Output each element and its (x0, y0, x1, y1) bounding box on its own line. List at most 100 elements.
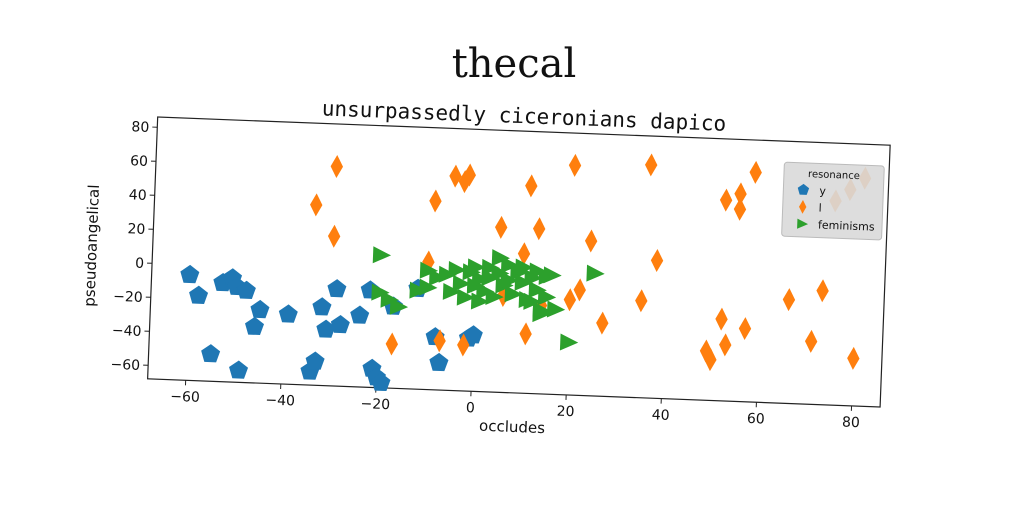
data-point (481, 269, 500, 287)
data-point (350, 305, 370, 324)
y-tick-label: −40 (112, 323, 142, 340)
legend-label: feminisms (818, 218, 875, 233)
data-point (514, 273, 533, 291)
data-point (189, 285, 209, 304)
data-point (500, 271, 519, 289)
data-point (312, 297, 332, 316)
data-point (532, 301, 551, 319)
data-point (804, 329, 818, 353)
data-point (733, 197, 747, 221)
data-point (467, 258, 486, 276)
y-tick-label: 0 (135, 256, 145, 272)
y-tick-label: 40 (129, 187, 147, 204)
data-point (201, 344, 221, 363)
data-point (568, 153, 582, 177)
x-tick-label: 80 (842, 415, 860, 432)
data-point (452, 274, 471, 292)
data-point (330, 315, 350, 334)
data-point (385, 332, 399, 356)
data-point (327, 279, 347, 298)
data-point (719, 188, 733, 212)
data-point (371, 372, 391, 392)
data-point (517, 242, 531, 266)
figure-title: thecal (452, 41, 577, 87)
legend-marker (797, 183, 810, 195)
y-tick-label: −60 (110, 357, 140, 374)
x-tick-label: 60 (747, 411, 765, 428)
data-point (816, 279, 829, 303)
data-point (310, 193, 323, 217)
data-point (429, 352, 449, 372)
series-feminisms (371, 246, 605, 351)
data-point (433, 329, 446, 353)
data-point (715, 307, 728, 331)
data-point (327, 224, 341, 248)
data-point (491, 249, 511, 267)
y-tick-label: 20 (127, 221, 145, 238)
legend: resonance yl feminisms (781, 161, 885, 241)
data-point (419, 278, 438, 296)
data-point (476, 282, 495, 300)
legend-box (781, 161, 885, 241)
data-point (419, 261, 439, 279)
data-point (749, 160, 762, 184)
data-point (372, 246, 392, 264)
data-point (438, 265, 457, 283)
data-point (563, 288, 577, 312)
x-tick-label: −20 (360, 396, 390, 413)
data-point (645, 153, 658, 177)
legend-item: l (799, 199, 822, 215)
data-point (635, 289, 648, 313)
data-point (409, 281, 428, 299)
data-point (650, 249, 664, 273)
x-tick-label: −60 (170, 389, 200, 406)
data-point (485, 287, 504, 305)
data-point (250, 299, 270, 319)
data-point (229, 360, 249, 379)
data-point (704, 348, 717, 372)
data-point (429, 189, 442, 213)
y-tick-label: −20 (113, 289, 143, 306)
x-tick-label: 0 (466, 400, 476, 416)
legend-item: feminisms (797, 218, 875, 234)
data-point (738, 317, 752, 341)
data-point (316, 319, 336, 338)
data-point (699, 339, 713, 363)
x-axis: −60 −40 −20 0 20 40 60 80 (170, 380, 860, 432)
data-point (389, 297, 409, 315)
legend-items: yl feminisms (797, 183, 875, 234)
data-point (573, 278, 586, 302)
data-point (449, 164, 462, 188)
data-points (180, 153, 872, 392)
data-point (448, 261, 467, 279)
data-point (463, 325, 483, 344)
data-point (528, 281, 547, 299)
data-point (584, 229, 598, 253)
y-axis-label: pseudoangelical (80, 184, 103, 307)
data-point (529, 262, 548, 280)
x-axis-label: occludes (479, 417, 546, 438)
data-point (495, 215, 508, 239)
data-point (180, 264, 200, 284)
x-tick-label: 40 (651, 407, 669, 424)
data-point (523, 292, 542, 310)
data-point (532, 217, 546, 241)
data-point (380, 290, 399, 308)
data-point (491, 264, 510, 282)
legend-item: y (797, 183, 827, 198)
legend-marker (797, 218, 809, 229)
x-tick-label: −40 (265, 392, 295, 409)
y-tick-label: 60 (130, 153, 148, 170)
data-point (330, 154, 344, 178)
data-point (559, 333, 579, 351)
data-point (429, 268, 448, 286)
data-point (236, 280, 256, 300)
data-point (504, 285, 523, 303)
y-axis: −60 −40 −20 0 20 40 60 80 (110, 119, 158, 374)
data-point (782, 288, 796, 312)
data-point (470, 292, 490, 310)
data-point (278, 304, 298, 323)
data-point (519, 322, 532, 346)
data-point (719, 333, 732, 357)
